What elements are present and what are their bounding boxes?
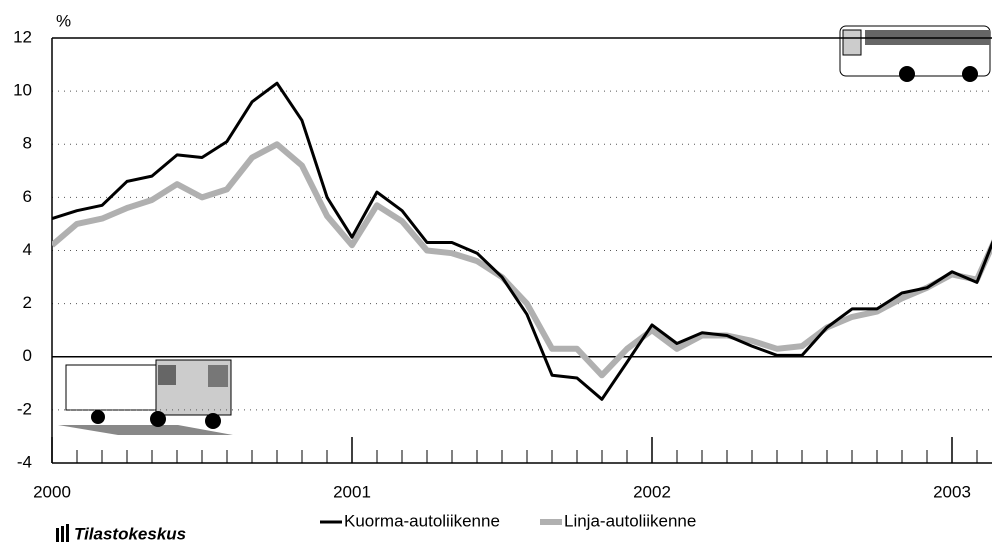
x-tick-label: 2003 <box>933 482 971 501</box>
y-axis-label: % <box>56 11 71 30</box>
series-line <box>52 144 992 375</box>
x-tick-label: 2002 <box>633 482 671 501</box>
legend-label: Kuorma-autoliikenne <box>344 511 500 530</box>
series-line <box>52 83 992 399</box>
truck-icon <box>58 360 233 435</box>
source: Tilastokeskus <box>74 524 186 543</box>
x-tick-label: 2001 <box>333 482 371 501</box>
y-tick-label: 4 <box>23 240 32 259</box>
plot-lines <box>52 83 992 399</box>
bus-icon <box>840 26 990 82</box>
y-tick-label: 2 <box>23 293 32 312</box>
y-tick-label: 12 <box>13 27 32 46</box>
y-tick-label: 6 <box>23 187 32 206</box>
y-tick-label: -2 <box>17 399 32 418</box>
x-tick-label: 2000 <box>33 482 71 501</box>
y-tick-label: 10 <box>13 81 32 100</box>
source-logo: Tilastokeskus <box>56 524 186 543</box>
y-tick-label: -4 <box>17 452 32 471</box>
legend-label: Linja-autoliikenne <box>564 511 696 530</box>
y-tick-label: 0 <box>23 346 32 365</box>
chart: % Tilastokeskus -4 -2 0 2 4 6 8 10 12 2000 2001 200… <box>0 0 992 546</box>
y-tick-label: 8 <box>23 134 32 153</box>
